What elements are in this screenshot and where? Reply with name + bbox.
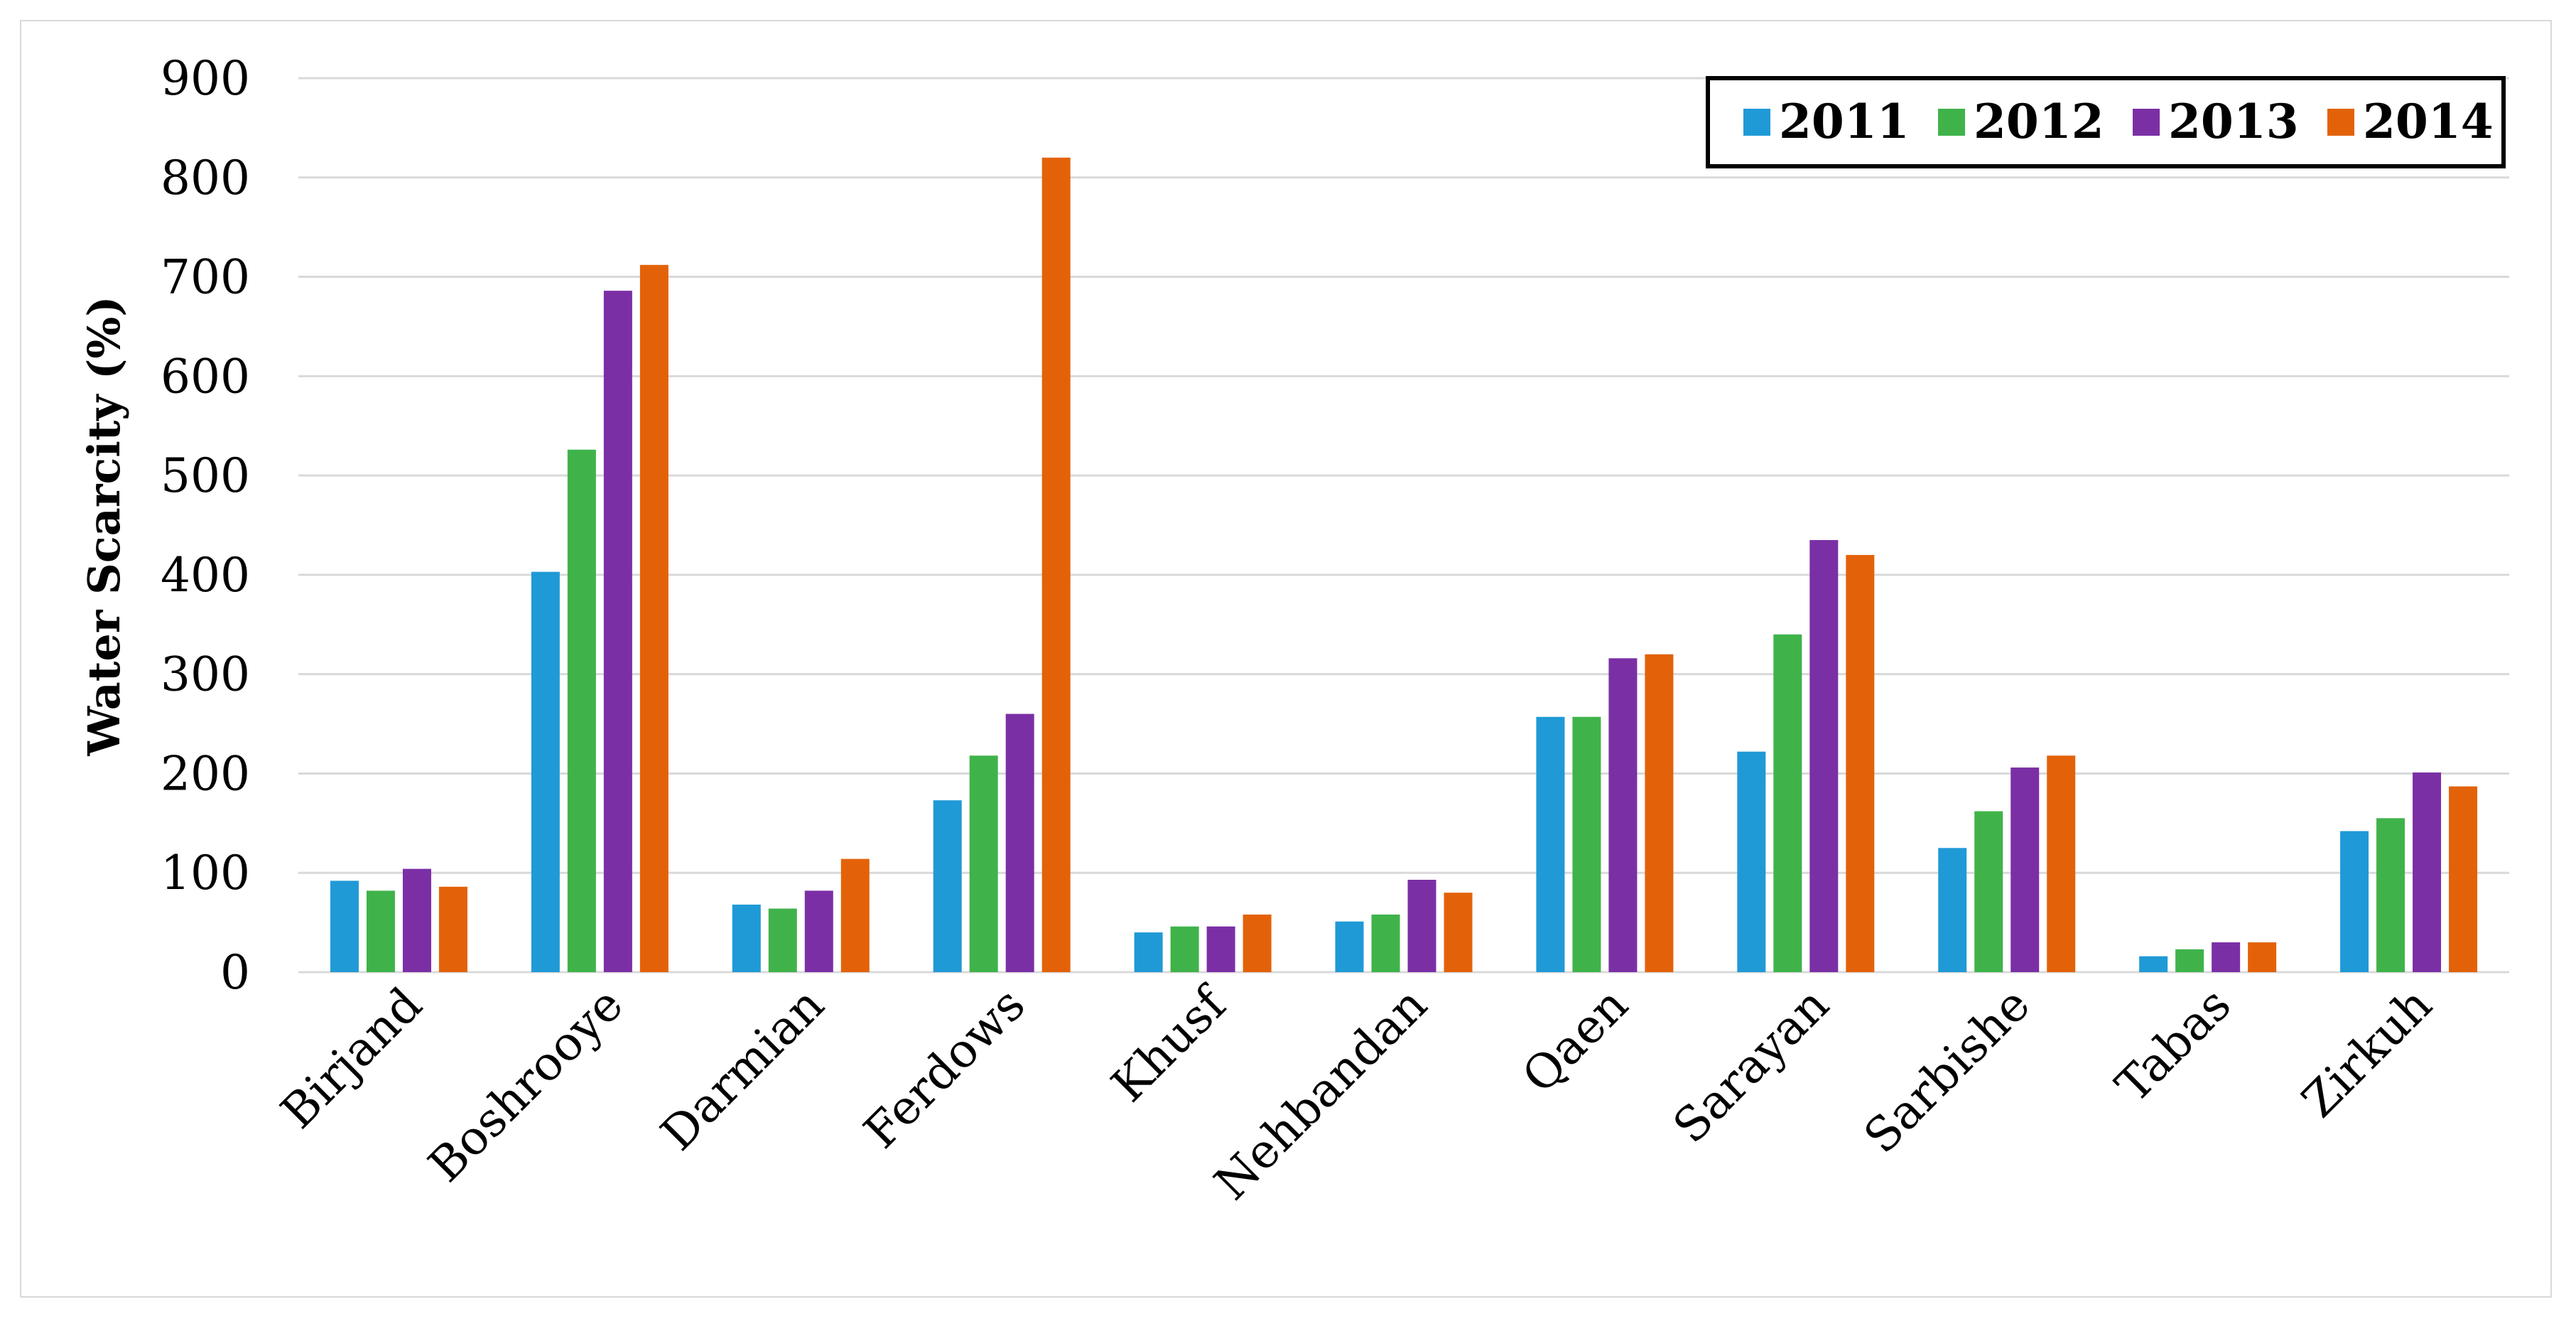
bar-2012 [1974,811,2003,972]
bar-2012 [1773,634,1802,972]
x-category-label: Sarayan [1663,977,1840,1154]
legend-swatch [2133,109,2160,136]
chart-frame [20,20,2552,1298]
bar-2014 [840,858,870,972]
y-axis: 0 100 200 300 400 500 600 700 800 900 [161,51,250,1000]
bar-2013 [402,868,431,972]
bar-2013 [603,291,632,972]
bar-2013 [1809,539,1839,972]
bar-2014 [438,886,467,972]
bar-2012 [768,908,797,972]
bar-2013 [2011,767,2040,972]
bar-2014 [639,264,669,972]
bars [330,157,2478,972]
y-tick-label: 900 [161,51,250,106]
legend-swatch [2327,109,2354,136]
bar-2012 [1371,914,1400,972]
bar-2011 [531,571,560,972]
legend-label: 2014 [2363,94,2494,149]
bar-2013 [2212,942,2241,972]
x-category-label: Tabas [2106,977,2241,1113]
bar-2012 [1170,926,1199,972]
x-category-label: Qaen [1512,977,1638,1104]
bar-2011 [2340,831,2369,972]
bar-2011 [1536,716,1565,972]
bar-2011 [1134,932,1163,972]
bar-2012 [2175,949,2204,972]
x-category-label: Nehbandan [1204,977,1437,1210]
bar-2011 [2139,956,2168,972]
x-category-label: Zirkuh [2291,977,2442,1128]
bar-2013 [1005,713,1034,972]
bar-2014 [1041,157,1071,972]
x-category-label: Birjand [271,977,433,1139]
x-category-label: Ferdows [853,977,1035,1159]
legend-swatch [1743,109,1770,136]
legend-swatch [1938,109,1965,136]
bar-2013 [1407,880,1436,972]
bar-2014 [1243,914,1272,972]
bar-2011 [732,904,761,972]
legend: 2011 2012 2013 2014 [1706,76,2506,168]
bar-2011 [1335,921,1364,972]
bar-2011 [933,800,962,972]
bar-2014 [2449,786,2478,972]
y-tick-label: 200 [161,746,250,801]
bar-2013 [1608,658,1638,972]
bar-2011 [330,880,359,972]
x-category-label: Darmian [651,977,835,1161]
y-tick-label: 0 [220,945,250,1000]
y-axis-title: Water Scarcity (%) [78,296,130,756]
bar-2012 [567,449,596,972]
bar-2011 [1737,751,1766,972]
y-tick-label: 500 [161,448,250,503]
bar-2013 [804,890,833,972]
legend-label: 2012 [1974,94,2104,149]
x-category-label: Sarbishe [1853,977,2040,1164]
legend-box [1706,76,2506,168]
y-tick-label: 800 [161,151,250,205]
x-category-label: Khusf [1101,975,1239,1113]
legend-label: 2013 [2168,94,2299,149]
bar-2012 [1572,716,1601,972]
y-tick-label: 700 [161,250,250,305]
y-tick-label: 300 [161,647,250,702]
y-tick-label: 400 [161,548,250,603]
bar-2012 [366,890,395,972]
bar-2014 [1846,554,1875,972]
bar-2013 [1206,926,1235,972]
bar-2014 [2248,942,2277,972]
y-tick-label: 600 [161,349,250,404]
bar-2013 [2413,772,2442,972]
bar-2014 [1444,893,1473,972]
bar-2011 [1938,848,1967,972]
legend-label: 2011 [1779,94,1910,149]
y-tick-label: 100 [161,846,250,900]
bar-2012 [969,755,998,972]
bar-2014 [2047,755,2076,972]
x-category-label: Boshrooye [418,977,633,1192]
bar-2012 [2376,818,2405,972]
bar-2014 [1645,654,1674,972]
